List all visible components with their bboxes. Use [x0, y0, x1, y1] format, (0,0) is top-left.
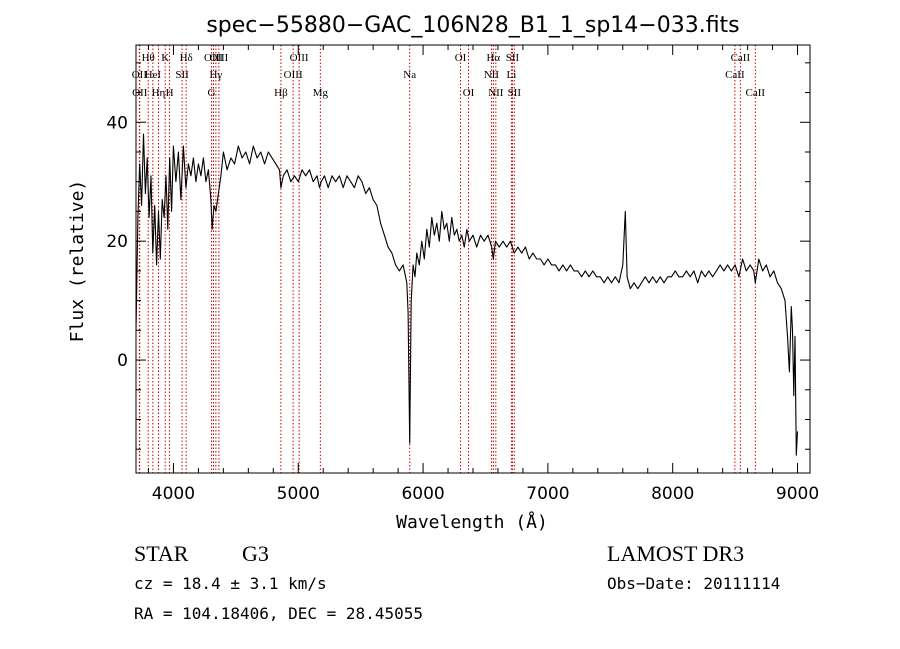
x-tick-label: 9000 — [776, 484, 819, 504]
line-marker-label: OI — [455, 52, 467, 64]
line-marker-label: CaII — [731, 52, 751, 64]
plot-frame — [135, 44, 811, 474]
line-marker-label: Li — [507, 69, 517, 81]
line-marker-label: Hδ — [180, 52, 193, 64]
x-axis: 4000 5000 6000 7000 8000 9000 — [147, 45, 819, 504]
x-tick-label: 6000 — [401, 484, 444, 504]
observation-date: Obs−Date: 20111114 — [607, 574, 780, 593]
spectrum-series — [135, 133, 799, 456]
object-subclass: G3 — [242, 541, 269, 566]
line-marker-label: Hθ — [142, 52, 155, 64]
line-marker-label: NII — [484, 69, 500, 81]
spectrum-line — [135, 133, 799, 456]
line-marker-label: SII — [506, 52, 520, 64]
x-tick-label: 7000 — [526, 484, 569, 504]
line-marker-label: Hβ — [274, 87, 288, 99]
line-marker-label: Hα — [486, 52, 500, 64]
line-marker-label: OIII — [209, 52, 228, 64]
line-marker-label: HeI — [145, 69, 162, 81]
line-marker-label: Hη — [152, 87, 166, 99]
object-class: STAR — [134, 541, 189, 566]
emission-line-markers — [138, 45, 756, 473]
x-tick-label: 4000 — [152, 484, 195, 504]
y-axis: 0 20 40 — [106, 62, 810, 450]
line-marker-label: OIII — [204, 52, 223, 64]
line-marker-label: OIII — [284, 69, 303, 81]
chart-title: spec−55880−GAC_106N28_B1_1_sp14−033.fits — [206, 13, 739, 38]
line-marker-label: Hγ — [209, 69, 222, 81]
x-axis-label: Wavelength (Å) — [396, 511, 548, 533]
y-tick-label: 0 — [117, 351, 128, 371]
line-marker-label: CaII — [746, 87, 766, 99]
x-tick-label: 5000 — [277, 484, 320, 504]
line-marker-label: SII — [175, 69, 189, 81]
coordinates: RA = 104.18406, DEC = 28.45055 — [134, 604, 423, 623]
line-marker-label: K — [161, 52, 169, 64]
line-marker-label: CaII — [725, 69, 745, 81]
line-marker-label: NII — [488, 87, 504, 99]
redshift-value: cz = 18.4 ± 3.1 km/s — [134, 574, 327, 593]
line-marker-label: G — [208, 87, 216, 99]
line-marker-label: OIII — [290, 52, 309, 64]
x-tick-label: 8000 — [651, 484, 694, 504]
survey-name: LAMOST DR3 — [607, 541, 744, 566]
line-marker-label: H — [166, 87, 174, 99]
line-marker-label: OI — [463, 87, 475, 99]
y-tick-label: 40 — [106, 113, 128, 133]
line-marker-label: Mg — [313, 87, 329, 99]
line-marker-label: SII — [508, 87, 522, 99]
y-axis-label: Flux (relative) — [67, 180, 88, 343]
line-marker-label: Na — [403, 69, 416, 81]
y-tick-label: 20 — [106, 232, 128, 252]
